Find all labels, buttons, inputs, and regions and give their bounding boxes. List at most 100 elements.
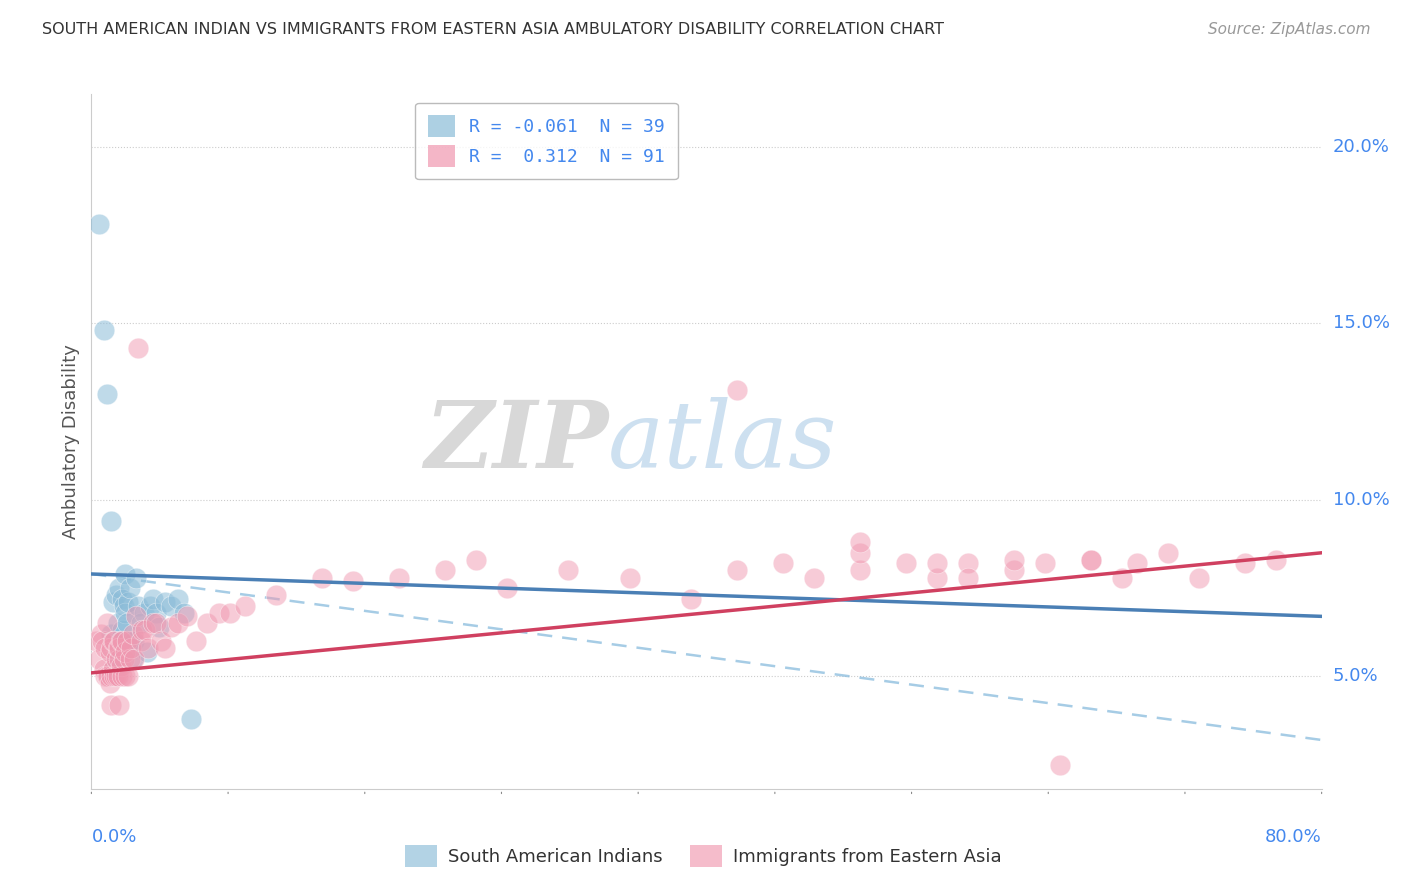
Point — [1033, 557, 1056, 571]
Point — [1002, 564, 1025, 578]
Point — [100, 641, 122, 656]
Point — [176, 609, 198, 624]
Point — [725, 384, 748, 398]
Point — [145, 616, 167, 631]
Point — [180, 712, 202, 726]
Legend: South American Indians, Immigrants from Eastern Asia: South American Indians, Immigrants from … — [398, 838, 1008, 874]
Point — [464, 553, 486, 567]
Text: 10.0%: 10.0% — [1333, 491, 1389, 508]
Point — [115, 616, 138, 631]
Point — [100, 669, 122, 683]
Point — [927, 557, 949, 571]
Point — [772, 557, 794, 571]
Point — [101, 662, 124, 676]
Point — [139, 599, 162, 613]
Text: ZIP: ZIP — [423, 397, 607, 486]
Point — [681, 591, 703, 606]
Point — [120, 634, 142, 648]
Point — [125, 609, 148, 624]
Point — [120, 641, 142, 656]
Point — [1111, 570, 1133, 584]
Point — [114, 645, 136, 659]
Point — [110, 634, 132, 648]
Point — [311, 570, 333, 584]
Point — [166, 616, 188, 631]
Point — [495, 581, 517, 595]
Point — [107, 641, 129, 656]
Point — [388, 570, 411, 584]
Point — [160, 620, 183, 634]
Point — [114, 566, 136, 581]
Point — [124, 634, 146, 648]
Point — [127, 341, 149, 355]
Point — [142, 616, 165, 631]
Point — [117, 595, 139, 609]
Point — [87, 652, 110, 666]
Text: 5.0%: 5.0% — [1333, 667, 1378, 685]
Point — [166, 591, 188, 606]
Point — [153, 595, 177, 609]
Point — [101, 595, 124, 609]
Point — [100, 514, 122, 528]
Y-axis label: Ambulatory Disability: Ambulatory Disability — [62, 344, 80, 539]
Point — [131, 624, 153, 638]
Point — [956, 570, 979, 584]
Point — [118, 581, 141, 595]
Point — [127, 599, 149, 613]
Point — [98, 645, 121, 659]
Point — [105, 652, 127, 666]
Point — [1157, 546, 1180, 560]
Point — [101, 634, 124, 648]
Point — [208, 606, 231, 620]
Point — [108, 652, 131, 666]
Text: 80.0%: 80.0% — [1265, 829, 1322, 847]
Point — [105, 669, 127, 683]
Point — [896, 557, 918, 571]
Point — [93, 662, 115, 676]
Point — [100, 627, 122, 641]
Legend: R = -0.061  N = 39, R =  0.312  N = 91: R = -0.061 N = 39, R = 0.312 N = 91 — [415, 103, 678, 179]
Text: atlas: atlas — [607, 397, 838, 486]
Point — [103, 662, 125, 676]
Point — [111, 669, 134, 683]
Point — [96, 669, 118, 683]
Text: 20.0%: 20.0% — [1333, 137, 1389, 155]
Point — [1080, 553, 1102, 567]
Point — [110, 634, 132, 648]
Point — [105, 588, 127, 602]
Point — [434, 564, 457, 578]
Point — [1233, 557, 1256, 571]
Point — [111, 634, 134, 648]
Point — [184, 634, 207, 648]
Point — [142, 591, 165, 606]
Point — [160, 599, 183, 613]
Point — [112, 599, 135, 613]
Point — [1080, 553, 1102, 567]
Point — [96, 387, 118, 401]
Text: Source: ZipAtlas.com: Source: ZipAtlas.com — [1208, 22, 1371, 37]
Point — [342, 574, 364, 588]
Point — [135, 645, 157, 659]
Point — [94, 641, 117, 656]
Point — [93, 323, 115, 337]
Point — [264, 588, 287, 602]
Point — [129, 634, 152, 648]
Point — [956, 557, 979, 571]
Point — [129, 616, 152, 631]
Point — [136, 641, 159, 656]
Text: SOUTH AMERICAN INDIAN VS IMMIGRANTS FROM EASTERN ASIA AMBULATORY DISABILITY CORR: SOUTH AMERICAN INDIAN VS IMMIGRANTS FROM… — [42, 22, 945, 37]
Point — [105, 652, 127, 666]
Point — [110, 658, 132, 673]
Point — [927, 570, 949, 584]
Point — [725, 564, 748, 578]
Point — [1264, 553, 1286, 567]
Point — [153, 641, 177, 656]
Point — [849, 535, 872, 549]
Point — [145, 606, 167, 620]
Point — [108, 581, 131, 595]
Point — [118, 652, 141, 666]
Point — [111, 591, 134, 606]
Point — [173, 606, 195, 620]
Point — [103, 634, 125, 648]
Point — [87, 217, 110, 231]
